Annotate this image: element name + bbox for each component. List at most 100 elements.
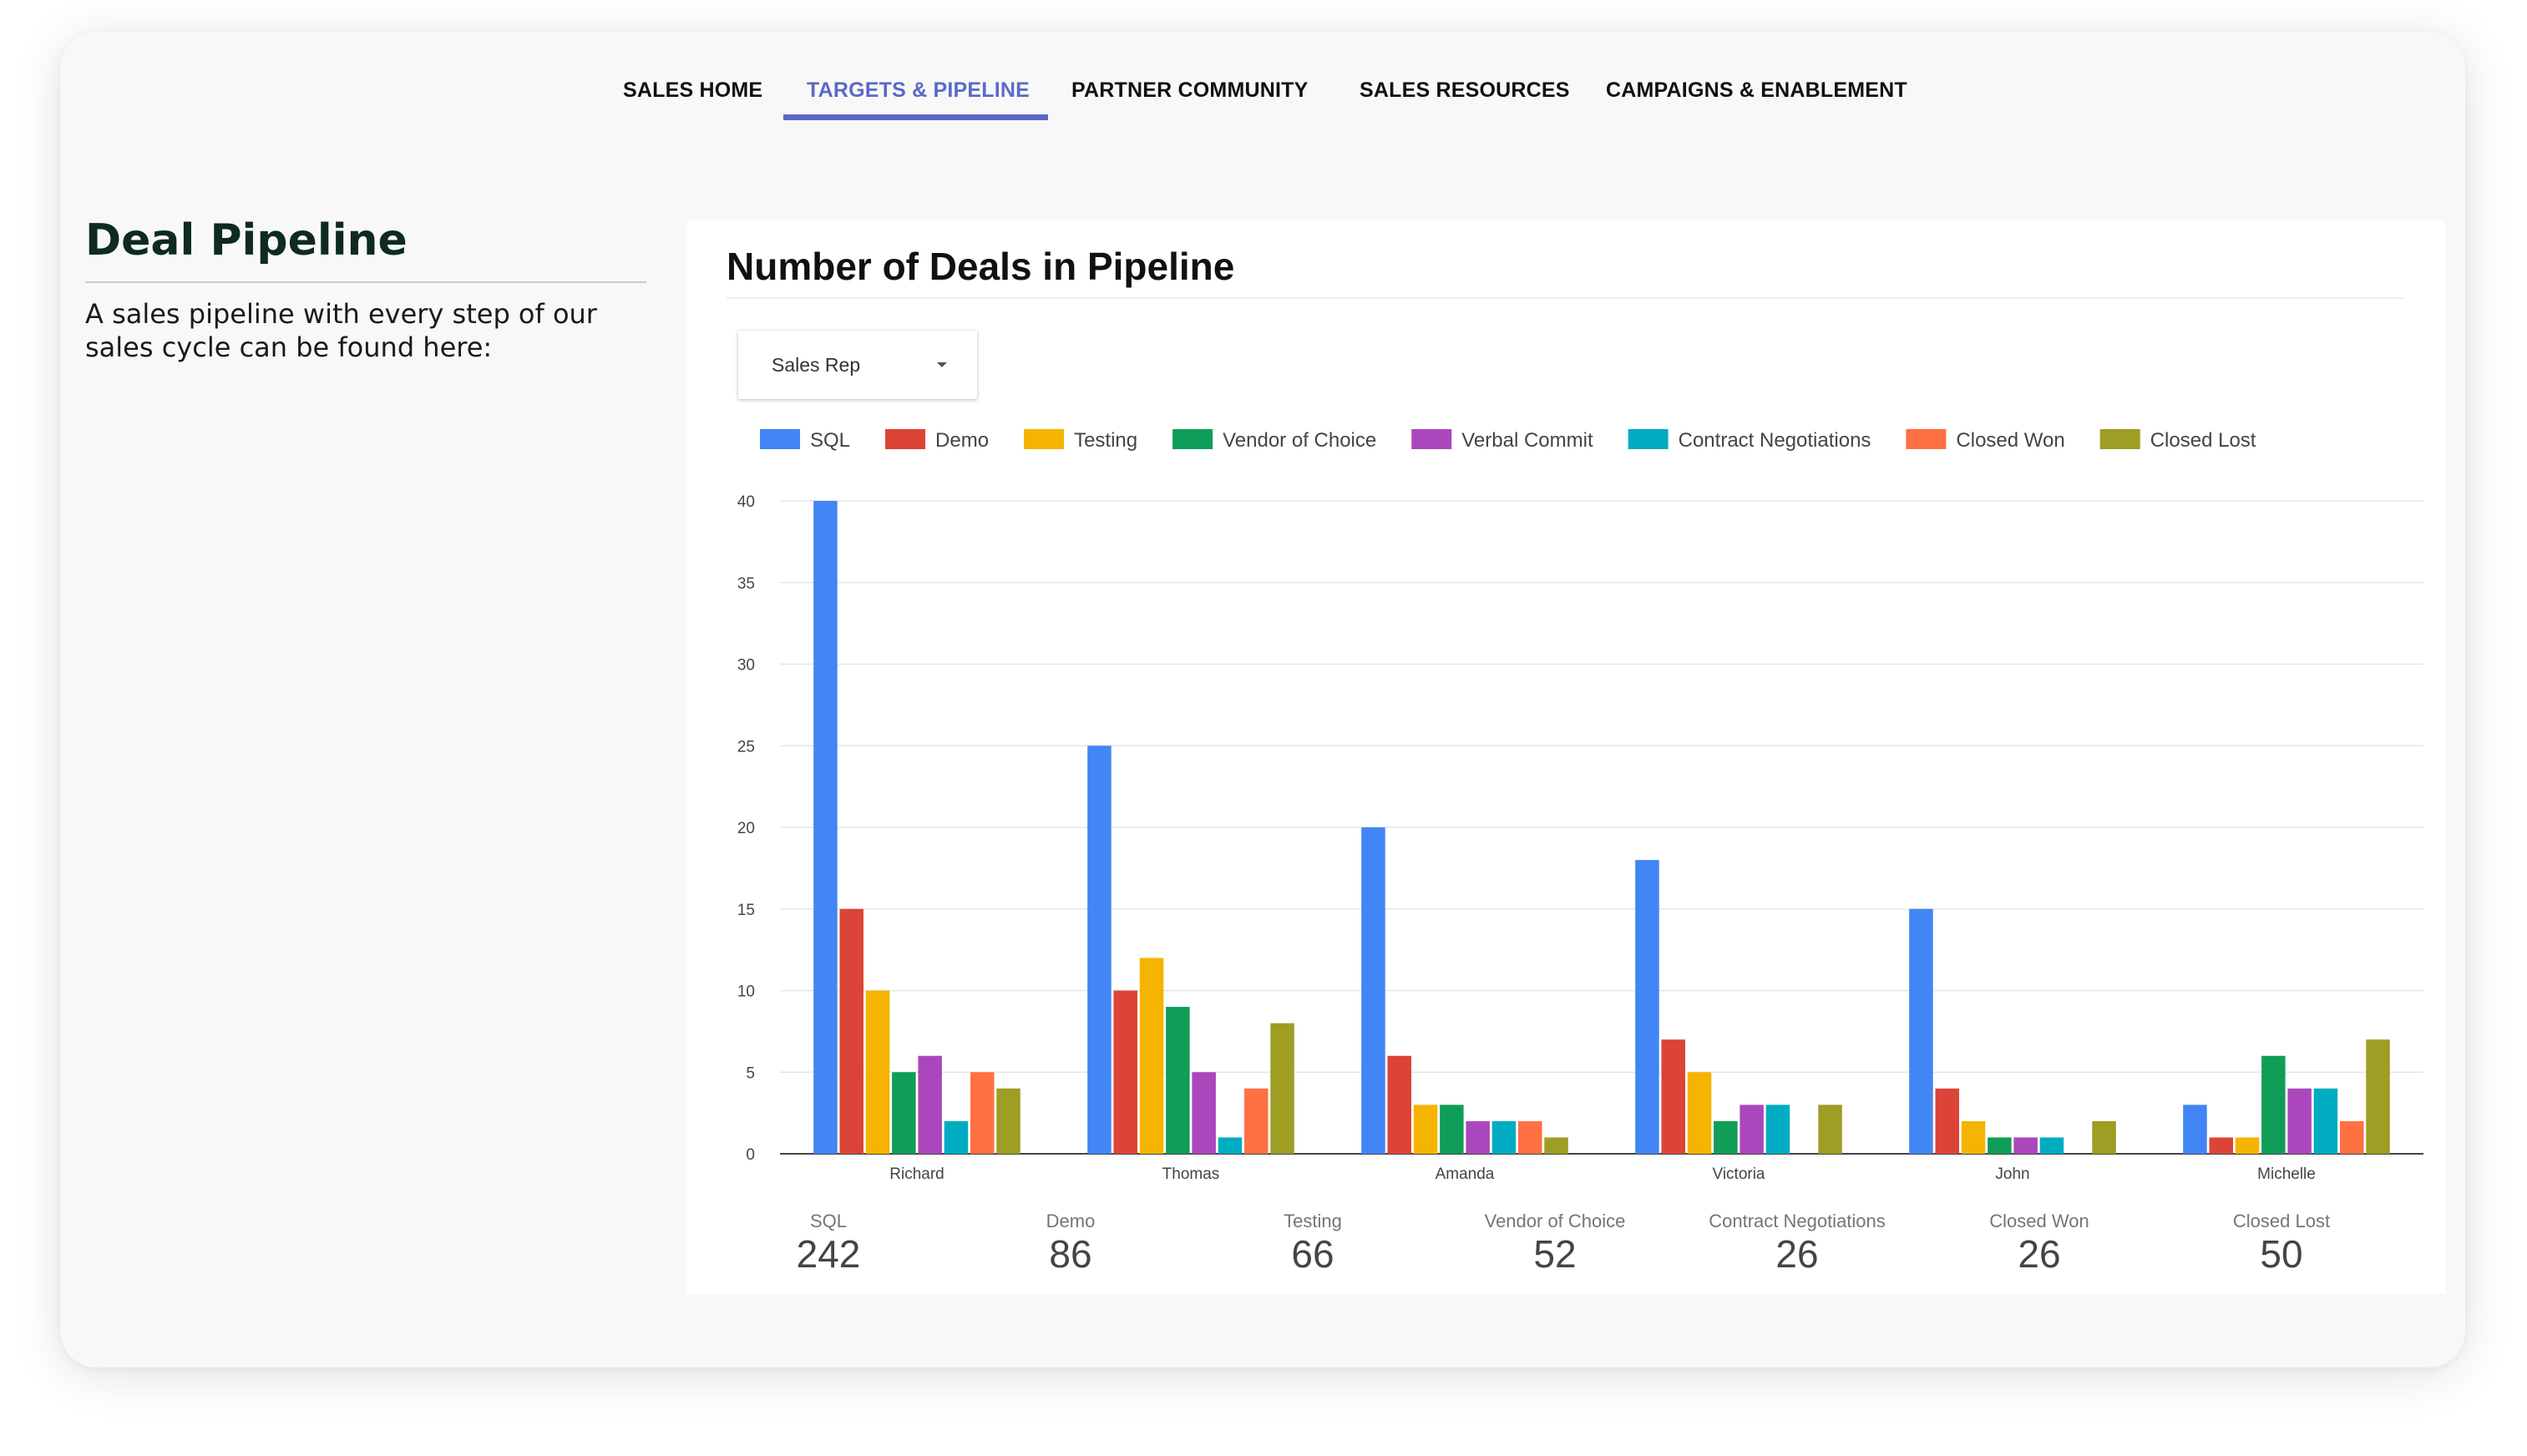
stat-label: Testing — [1284, 1211, 1342, 1231]
legend-swatch — [1024, 429, 1065, 449]
stat-demo: Demo 86 — [962, 1211, 1179, 1276]
stat-value: 52 — [1533, 1232, 1577, 1276]
stat-testing: Testing 66 — [1204, 1211, 1421, 1276]
y-tick-label: 5 — [746, 1064, 755, 1082]
x-tick-label: Michelle — [2257, 1165, 2316, 1183]
legend-swatch — [1906, 429, 1947, 449]
y-tick-label: 20 — [737, 820, 755, 837]
stat-value: 26 — [2018, 1232, 2061, 1276]
bar-vendor-of-choice — [1440, 1105, 1464, 1154]
legend-swatch — [760, 429, 800, 449]
legend-label: SQL — [810, 429, 850, 452]
bar-closed-won — [1244, 1088, 1269, 1154]
y-tick-label: 30 — [737, 657, 755, 675]
bar-demo — [1935, 1088, 1959, 1154]
legend-label: Verbal Commit — [1461, 429, 1593, 452]
x-tick-label: Thomas — [1162, 1165, 1220, 1183]
y-tick-label: 15 — [737, 902, 755, 919]
bar-closed-lost — [2092, 1120, 2116, 1154]
bar-closed-lost — [1544, 1137, 1568, 1154]
bar-closed-won — [2340, 1120, 2364, 1154]
stat-closed-won: Closed Won 26 — [1931, 1211, 2148, 1276]
stat-value: 242 — [796, 1232, 861, 1276]
bar-sql — [1909, 908, 1933, 1154]
bar-demo — [1661, 1039, 1685, 1154]
y-tick-label: 0 — [746, 1146, 755, 1164]
bar-contract-negotiations — [1218, 1137, 1243, 1154]
stat-value: 26 — [1775, 1232, 1819, 1276]
bar-verbal-commit — [918, 1055, 942, 1154]
legend-label: Demo — [935, 429, 989, 452]
title-divider — [85, 281, 646, 283]
stat-label: Closed Won — [1989, 1211, 2089, 1231]
bar-testing — [1139, 958, 1164, 1154]
bar-demo — [2209, 1137, 2233, 1154]
bar-contract-negotiations — [2039, 1137, 2064, 1154]
bar-vendor-of-choice — [1714, 1120, 1738, 1154]
stat-label: Vendor of Choice — [1484, 1211, 1626, 1231]
page-description: A sales pipeline with every step of our … — [85, 298, 597, 363]
pipeline-chart-panel: Number of Deals in Pipeline Sales Rep 0 5… — [686, 220, 2445, 1294]
bar-demo — [1113, 990, 1137, 1154]
stat-label: Closed Lost — [2232, 1211, 2331, 1231]
x-tick-label: Amanda — [1436, 1165, 1495, 1183]
bar-verbal-commit — [1192, 1072, 1216, 1154]
bar-contract-negotiations — [944, 1120, 969, 1154]
active-tab-indicator — [783, 114, 1048, 120]
legend-swatch — [2099, 429, 2140, 449]
stat-label: SQL — [809, 1211, 848, 1231]
bar-testing — [1687, 1072, 1712, 1154]
legend-label: Vendor of Choice — [1223, 429, 1376, 452]
bar-demo — [1387, 1055, 1411, 1154]
bar-closed-lost — [996, 1088, 1020, 1154]
bar-sql — [813, 501, 838, 1154]
tab-sales-home[interactable]: SALES HOME — [623, 78, 763, 102]
bar-sql — [1635, 860, 1659, 1154]
stat-value: 50 — [2260, 1232, 2303, 1276]
bar-sql — [1361, 827, 1385, 1154]
bar-testing — [865, 990, 890, 1154]
bar-verbal-commit — [1740, 1105, 1764, 1154]
legend-swatch — [885, 429, 926, 449]
bar-closed-lost — [1270, 1023, 1294, 1154]
deals-bar-chart: 0 5 10 15 20 25 30 35 40 Richard Thomas Amanda Victo… — [737, 429, 2423, 1183]
stat-value: 86 — [1049, 1232, 1092, 1276]
chart-title: Number of Deals in Pipeline — [727, 245, 1235, 288]
bar-vendor-of-choice — [2261, 1055, 2286, 1154]
legend-label: Testing — [1074, 429, 1137, 452]
stat-closed-lost: Closed Lost 50 — [2173, 1211, 2390, 1276]
bar-contract-negotiations — [2313, 1088, 2338, 1154]
bar-testing — [1413, 1105, 1438, 1154]
bar-sql — [2183, 1105, 2207, 1154]
bar-testing — [1961, 1120, 1986, 1154]
bar-closed-lost — [2366, 1039, 2390, 1154]
bar-verbal-commit — [2013, 1137, 2038, 1154]
stat-contract-negotiations: Contract Negotiations 26 — [1689, 1211, 1906, 1276]
stat-sql: SQL 242 — [720, 1211, 937, 1276]
bar-demo — [839, 908, 863, 1154]
bar-verbal-commit — [2287, 1088, 2312, 1154]
tab-campaigns-enablement[interactable]: CAMPAIGNS & ENABLEMENT — [1606, 78, 1907, 102]
y-tick-label: 40 — [737, 493, 755, 511]
tab-partner-community[interactable]: PARTNER COMMUNITY — [1071, 78, 1309, 102]
tab-sales-resources[interactable]: SALES RESOURCES — [1360, 78, 1570, 102]
chart-title-divider — [727, 297, 2405, 299]
bar-vendor-of-choice — [892, 1072, 916, 1154]
tab-targets-pipeline[interactable]: TARGETS & PIPELINE — [807, 78, 1031, 102]
caret-down-icon — [937, 362, 947, 367]
sales-rep-filter-label: Sales Rep — [772, 354, 861, 376]
page-title: Deal Pipeline — [85, 215, 408, 265]
bar-closed-won — [1518, 1120, 1542, 1154]
legend-swatch — [1411, 429, 1452, 449]
bar-vendor-of-choice — [1166, 1007, 1190, 1154]
bar-contract-negotiations — [1765, 1105, 1790, 1154]
main-card: SALES HOME TARGETS & PIPELINE PARTNER CO… — [60, 32, 2465, 1368]
bar-sql — [1087, 746, 1112, 1154]
bar-verbal-commit — [1466, 1120, 1490, 1154]
legend-label: Contract Negotiations — [1679, 429, 1871, 452]
sales-rep-filter-dropdown[interactable]: Sales Rep — [738, 331, 977, 399]
legend-label: Closed Won — [1956, 429, 2064, 452]
bar-closed-lost — [1818, 1105, 1842, 1154]
x-tick-label: John — [1995, 1165, 2029, 1183]
stat-value: 66 — [1291, 1232, 1334, 1276]
